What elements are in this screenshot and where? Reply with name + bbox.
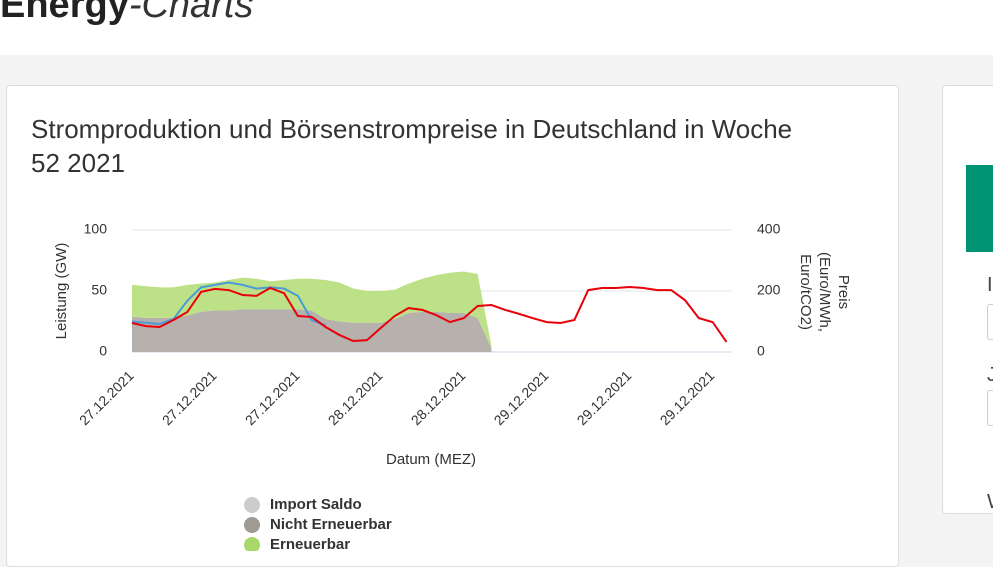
y-tick-label: 50: [91, 282, 107, 298]
legend-marker: [244, 497, 260, 513]
x-tick-label: 29.12.2021: [574, 367, 635, 428]
area: [132, 309, 492, 352]
legend-label[interactable]: Erneuerbar: [270, 536, 350, 551]
brand-logo[interactable]: Energy-Charts: [0, 0, 253, 27]
y2-tick-label: 200: [757, 282, 781, 298]
y2-tick-label: 0: [757, 343, 765, 359]
area: [132, 271, 492, 349]
y2-axis-label: Euro/tCO2): [797, 254, 814, 330]
x-tick-label: 28.12.2021: [408, 367, 469, 428]
x-tick-label: 27.12.2021: [159, 367, 220, 428]
brand: Energy: [0, 0, 129, 26]
side-panel: I J W: [942, 85, 993, 514]
x-axis-label: Datum (MEZ): [386, 451, 476, 468]
side-label: I: [987, 274, 993, 296]
chart-title: Stromproduktion und Börsenstrompreise in…: [31, 114, 793, 178]
x-tick-label: 29.12.2021: [491, 367, 552, 428]
x-tick-label: 28.12.2021: [325, 367, 386, 428]
y-axis-label: Leistung (GW): [53, 243, 70, 340]
brand-accent: -Charts: [128, 0, 254, 26]
legend-label[interactable]: Nicht Erneuerbar: [270, 516, 392, 533]
side-input[interactable]: [987, 304, 993, 340]
chart: 0 50 100 0 200 400 27.12.2021 27.12.2021 27.12.2…: [53, 221, 852, 551]
x-tick-label: 27.12.2021: [242, 367, 303, 428]
side-label: J: [987, 364, 993, 387]
side-button[interactable]: [966, 165, 993, 252]
legend-marker: [244, 537, 260, 551]
legend-marker: [244, 517, 260, 533]
side-input[interactable]: [987, 390, 993, 426]
top-bar: Energy-Charts: [0, 0, 993, 55]
y-tick-label: 100: [84, 221, 108, 237]
line: [131, 281, 326, 327]
line: [131, 286, 728, 343]
y2-axis-label: (Euro/MWh,: [816, 252, 833, 332]
y-tick-label: 0: [99, 343, 107, 359]
x-tick-label: 29.12.2021: [657, 367, 718, 428]
y2-axis-label: Preis: [835, 275, 852, 309]
side-label: W: [987, 491, 993, 513]
y2-tick-label: 400: [757, 221, 781, 237]
legend-label[interactable]: Import Saldo: [270, 496, 362, 513]
x-tick-label: 27.12.2021: [76, 367, 137, 428]
